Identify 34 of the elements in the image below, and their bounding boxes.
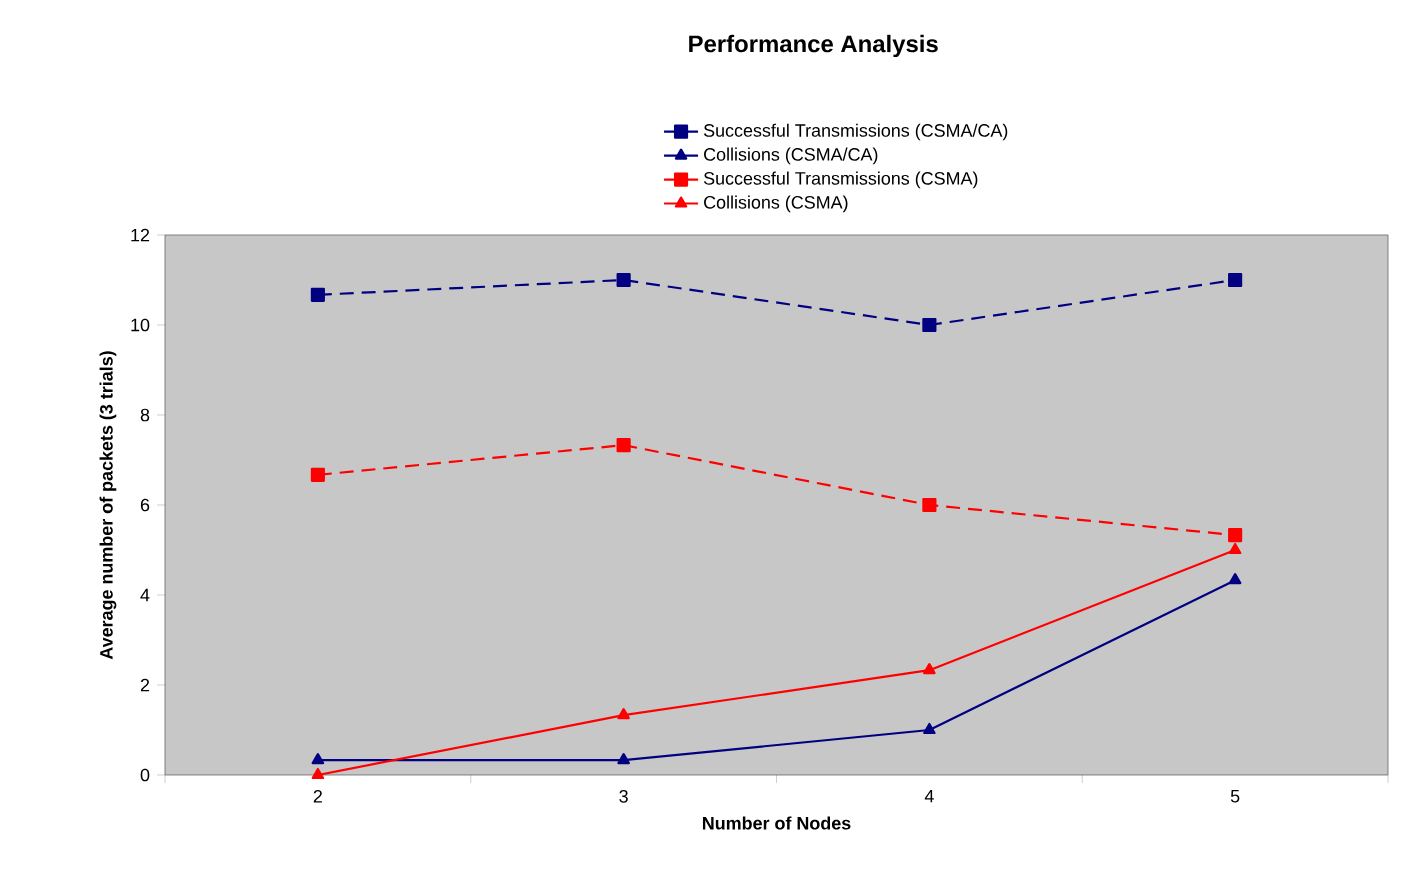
point	[310, 467, 325, 482]
chart-title: Performance Analysis	[689, 34, 938, 58]
x-axis-title: Number of Nodes	[702, 816, 851, 830]
legend-label: Successful Transmissions (CSMA/CA)	[703, 123, 1008, 141]
y-tick-label: 2	[140, 678, 150, 692]
legend-label: Successful Transmissions (CSMA)	[703, 171, 978, 189]
legend-label: Collisions (CSMA)	[704, 195, 848, 213]
x-tick-label: 2	[313, 790, 322, 803]
x-tick-label: 5	[1230, 790, 1240, 803]
y-tick-label: 8	[140, 408, 150, 422]
point	[617, 753, 630, 765]
x-tick-label: 3	[619, 790, 628, 803]
point	[923, 722, 936, 735]
point	[1228, 528, 1243, 543]
y-tick-label: 0	[140, 768, 150, 782]
legend-label: Collisions (CSMA/CA)	[704, 147, 878, 165]
point	[616, 438, 631, 453]
y-tick-label: 12	[131, 228, 150, 242]
x-tick-label: 4	[924, 790, 934, 803]
point	[922, 317, 937, 333]
y-tick-label: 4	[140, 588, 150, 602]
point	[310, 287, 325, 302]
point	[616, 272, 631, 288]
point	[923, 663, 936, 675]
y-axis-title: Average number of packets (3 trials)	[99, 351, 117, 660]
y-tick-label: 10	[131, 318, 150, 332]
point	[1228, 573, 1242, 585]
point	[617, 708, 630, 720]
point	[1228, 272, 1243, 288]
point	[1228, 542, 1242, 555]
point	[311, 753, 325, 765]
y-tick-label: 6	[140, 498, 150, 512]
point	[922, 497, 937, 513]
point	[311, 767, 325, 780]
